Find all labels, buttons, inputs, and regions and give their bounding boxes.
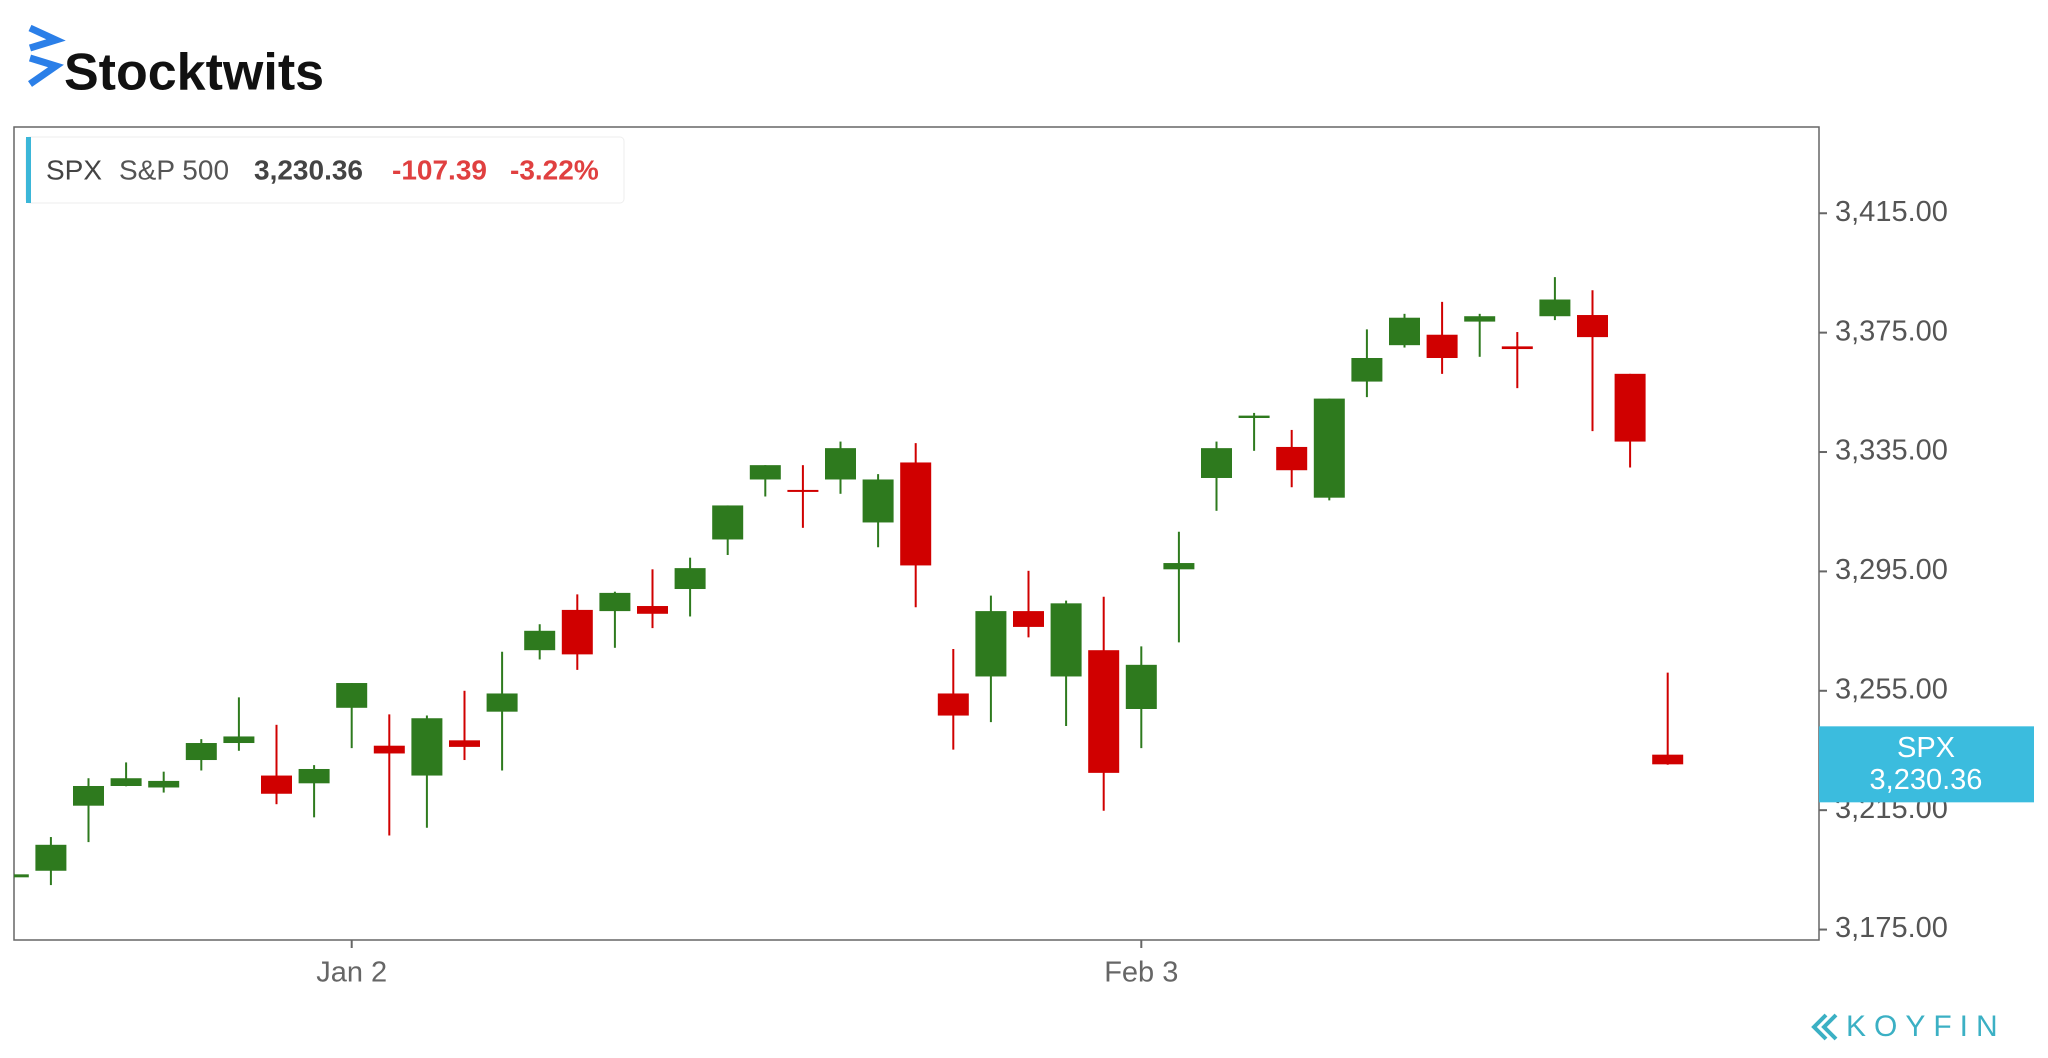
candle-body — [1088, 650, 1120, 773]
candles — [14, 277, 1684, 886]
candle-body — [1201, 448, 1232, 478]
candle-body — [1539, 299, 1571, 317]
x-tick-label: Jan 2 — [316, 957, 387, 989]
price-tag-value: 3,230.36 — [1870, 764, 1983, 796]
candle-body — [937, 693, 969, 716]
price-tag-symbol: SPX — [1897, 732, 1955, 764]
y-tick-label: 3,295.00 — [1835, 554, 1948, 586]
symbol: SPX — [46, 154, 102, 185]
candle-body — [787, 489, 819, 492]
candle-body — [298, 768, 330, 784]
price-tag — [1819, 726, 2034, 803]
candle-body — [1013, 611, 1044, 627]
price: 3,230.36 — [254, 154, 363, 185]
candle-body — [14, 874, 29, 878]
candle-body — [1652, 754, 1684, 765]
candle-body — [975, 611, 1007, 677]
candle-body — [1238, 415, 1270, 418]
y-tick-label: 3,335.00 — [1835, 435, 1948, 467]
candle-body — [1464, 316, 1496, 322]
candle-body — [1276, 446, 1308, 471]
logo-icon — [28, 24, 66, 87]
candle-body — [1163, 563, 1195, 570]
candle-body — [449, 740, 480, 747]
change: -107.39 — [392, 154, 487, 185]
candle-body — [1313, 398, 1345, 498]
candle-body — [185, 743, 217, 761]
y-tick-label: 3,375.00 — [1835, 315, 1948, 347]
candle-body — [1614, 373, 1646, 442]
candle-body — [1389, 317, 1420, 346]
logo-text: Stocktwits — [64, 44, 324, 102]
candle-body — [411, 718, 443, 776]
x-tick-label: Feb 3 — [1104, 957, 1178, 989]
candle-body — [599, 592, 631, 612]
candle-body — [373, 745, 405, 754]
plot-frame — [13, 126, 1820, 941]
y-tick-label: 3,255.00 — [1835, 673, 1948, 705]
candle-body — [1050, 603, 1082, 677]
candle-body — [1426, 334, 1458, 359]
candle-body — [674, 568, 706, 590]
footer-brand: KOYFIN — [1846, 1010, 2006, 1043]
candle-body — [261, 775, 292, 794]
candle-body — [148, 780, 180, 788]
instrument-name: S&P 500 — [119, 154, 229, 185]
candle-body — [73, 785, 104, 806]
candle-body — [110, 778, 142, 786]
y-tick-label: 3,175.00 — [1835, 912, 1948, 944]
footer-icon — [1811, 1013, 1838, 1041]
candle-body — [223, 736, 255, 744]
candle-body — [1577, 315, 1608, 338]
candle-body — [825, 448, 856, 480]
candle-body — [900, 462, 932, 566]
candle-body — [862, 479, 894, 523]
candle-body — [486, 693, 518, 712]
change-pct: -3.22% — [510, 154, 599, 185]
candle-body — [749, 465, 781, 480]
candle-body — [524, 630, 556, 651]
candle-body — [637, 606, 668, 614]
candle-body — [712, 505, 744, 540]
candle-body — [1351, 358, 1383, 382]
info-accent — [26, 137, 31, 203]
candle-body — [35, 844, 67, 871]
candle-body — [561, 609, 593, 655]
y-tick-label: 3,415.00 — [1835, 196, 1948, 228]
candle-body — [336, 683, 368, 708]
candle-body — [1125, 664, 1157, 709]
candle-body — [1501, 346, 1533, 350]
